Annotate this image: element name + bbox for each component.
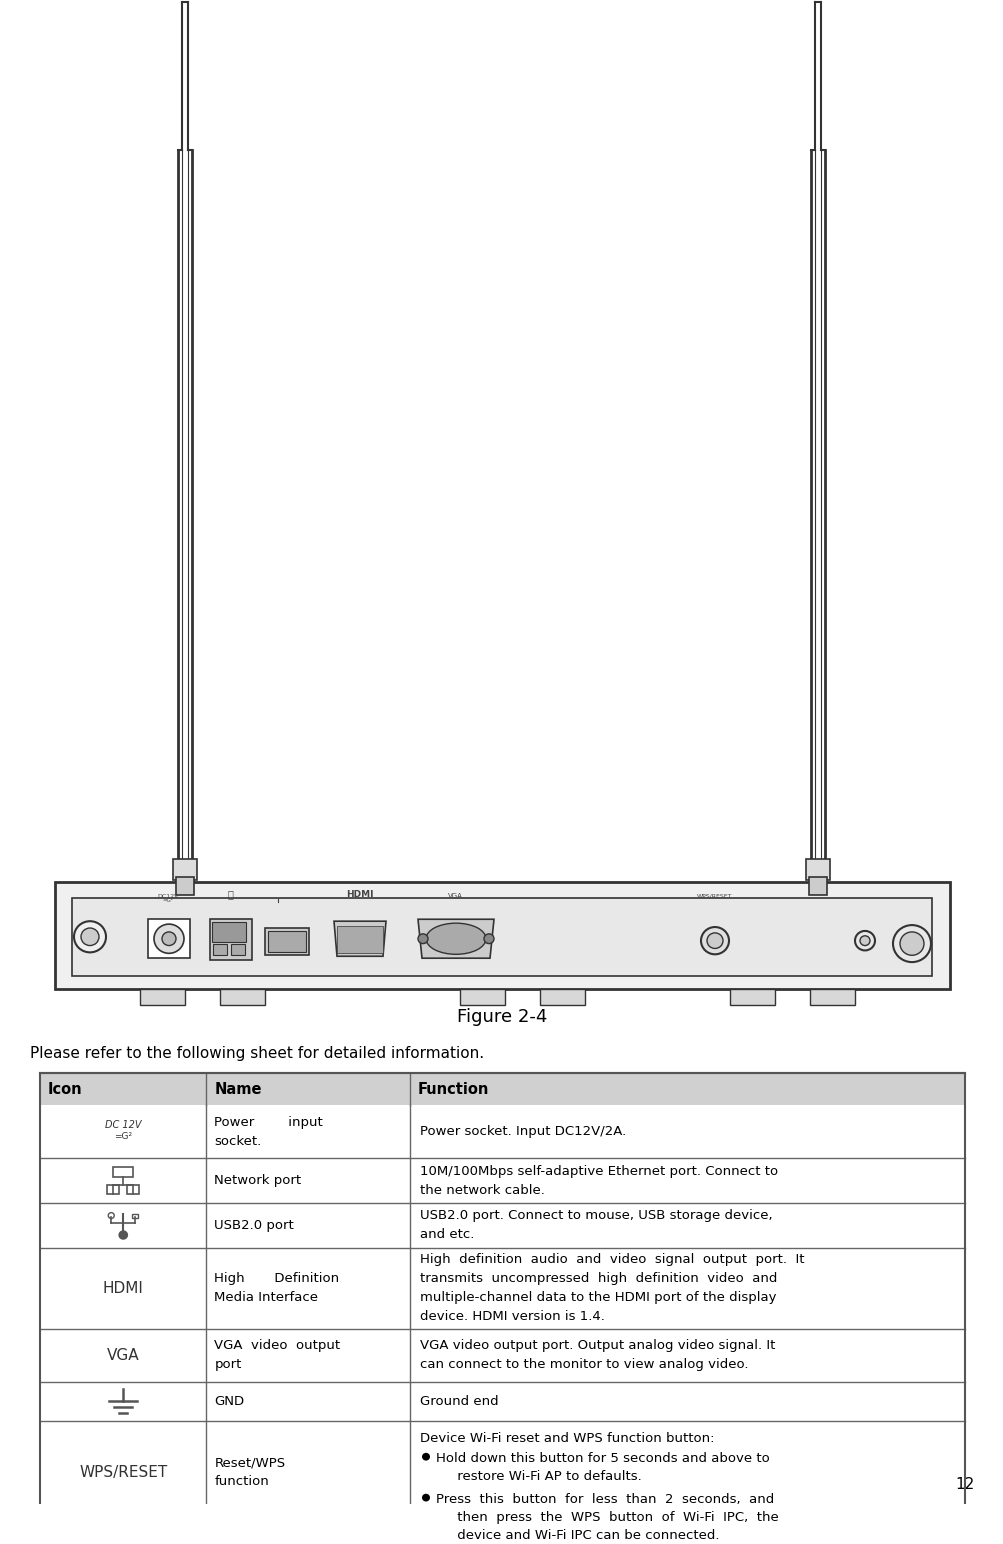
Text: 10M/100Mbps self-adaptive Ethernet port. Connect to
the network cable.: 10M/100Mbps self-adaptive Ethernet port.… (419, 1164, 777, 1197)
Bar (729, 990, 774, 1005)
Bar (268, 931, 306, 953)
Circle shape (417, 934, 427, 943)
Circle shape (119, 1231, 127, 1238)
Ellipse shape (425, 923, 485, 954)
Bar (265, 928, 309, 956)
Circle shape (483, 934, 493, 943)
Bar (176, 877, 194, 896)
Bar (173, 858, 197, 880)
Text: Function: Function (417, 1082, 488, 1096)
Text: VGA  video  output
port: VGA video output port (215, 1339, 340, 1371)
Text: High       Definition
Media Interface: High Definition Media Interface (215, 1272, 339, 1305)
Text: USB2.0 port. Connect to mouse, USB storage device,
and etc.: USB2.0 port. Connect to mouse, USB stora… (419, 1209, 772, 1241)
Bar (139, 990, 185, 1005)
Bar (40, 1420, 964, 1524)
Bar (72, 897, 931, 976)
Text: Press  this  button  for  less  than  2  seconds,  and
     then  press  the  WP: Press this button for less than 2 second… (435, 1493, 778, 1542)
Text: Network port: Network port (215, 1173, 301, 1187)
Bar (540, 990, 585, 1005)
Circle shape (700, 926, 728, 954)
Circle shape (892, 925, 930, 962)
Bar (459, 990, 505, 1005)
Text: DC12V: DC12V (157, 894, 179, 899)
Bar (40, 1073, 964, 1524)
Text: High  definition  audio  and  video  signal  output  port.  It
transmits  uncomp: High definition audio and video signal o… (419, 1254, 803, 1323)
Text: =G²: =G² (162, 897, 174, 903)
Circle shape (706, 933, 722, 948)
Bar (808, 877, 826, 896)
Text: Power        input
socket.: Power input socket. (215, 1116, 323, 1147)
Bar (337, 926, 382, 953)
Text: Please refer to the following sheet for detailed information.: Please refer to the following sheet for … (30, 1047, 483, 1061)
Text: WPS/RESET: WPS/RESET (79, 1465, 168, 1479)
Text: Hold down this button for 5 seconds and above to
     restore Wi-Fi AP to defaul: Hold down this button for 5 seconds and … (435, 1451, 769, 1482)
Text: 品: 品 (227, 889, 233, 899)
Bar (220, 990, 265, 1005)
Bar (805, 858, 829, 880)
Text: GND: GND (215, 1394, 245, 1408)
Bar (55, 882, 949, 990)
Polygon shape (334, 922, 385, 956)
Bar (40, 1106, 964, 1158)
Text: Icon: Icon (48, 1082, 82, 1096)
Circle shape (899, 933, 923, 956)
Text: VGA video output port. Output analog video signal. It
can connect to the monitor: VGA video output port. Output analog vid… (419, 1339, 774, 1371)
Circle shape (855, 931, 875, 951)
Bar (127, 1184, 139, 1194)
Text: Reset/WPS
function: Reset/WPS function (215, 1456, 285, 1488)
Circle shape (421, 1453, 429, 1461)
Bar (809, 990, 855, 1005)
Bar (40, 1382, 964, 1420)
Text: VGA: VGA (107, 1348, 139, 1363)
Text: 12: 12 (955, 1476, 974, 1492)
Circle shape (860, 936, 870, 945)
Text: HDMI: HDMI (102, 1280, 143, 1295)
Text: VGA: VGA (447, 892, 462, 899)
Text: Device Wi-Fi reset and WPS function button:: Device Wi-Fi reset and WPS function butt… (419, 1433, 714, 1445)
Text: DC 12V: DC 12V (105, 1119, 141, 1130)
Circle shape (421, 1493, 429, 1501)
Circle shape (74, 922, 106, 953)
Circle shape (161, 933, 176, 945)
Bar (213, 943, 227, 956)
Bar (132, 1214, 138, 1218)
Bar (147, 919, 190, 959)
Text: Ground end: Ground end (419, 1394, 498, 1408)
Bar (231, 943, 245, 956)
Text: Power socket. Input DC12V/2A.: Power socket. Input DC12V/2A. (419, 1126, 626, 1138)
Text: Figure 2-4: Figure 2-4 (456, 1008, 547, 1025)
Bar (40, 1073, 964, 1106)
Text: USB2.0 port: USB2.0 port (215, 1218, 294, 1232)
Text: Name: Name (215, 1082, 262, 1096)
Bar (40, 1328, 964, 1382)
Bar (107, 1184, 119, 1194)
Bar (40, 1248, 964, 1328)
Text: =G²: =G² (114, 1132, 132, 1141)
Bar (40, 1203, 964, 1248)
Text: HDMI: HDMI (346, 889, 373, 899)
Text: WPS/RESET: WPS/RESET (696, 894, 732, 899)
Polygon shape (417, 919, 493, 959)
Bar (210, 919, 252, 960)
Circle shape (153, 925, 184, 953)
Bar (212, 922, 246, 942)
Bar (40, 1158, 964, 1203)
Bar (113, 1167, 133, 1177)
Circle shape (81, 928, 99, 945)
